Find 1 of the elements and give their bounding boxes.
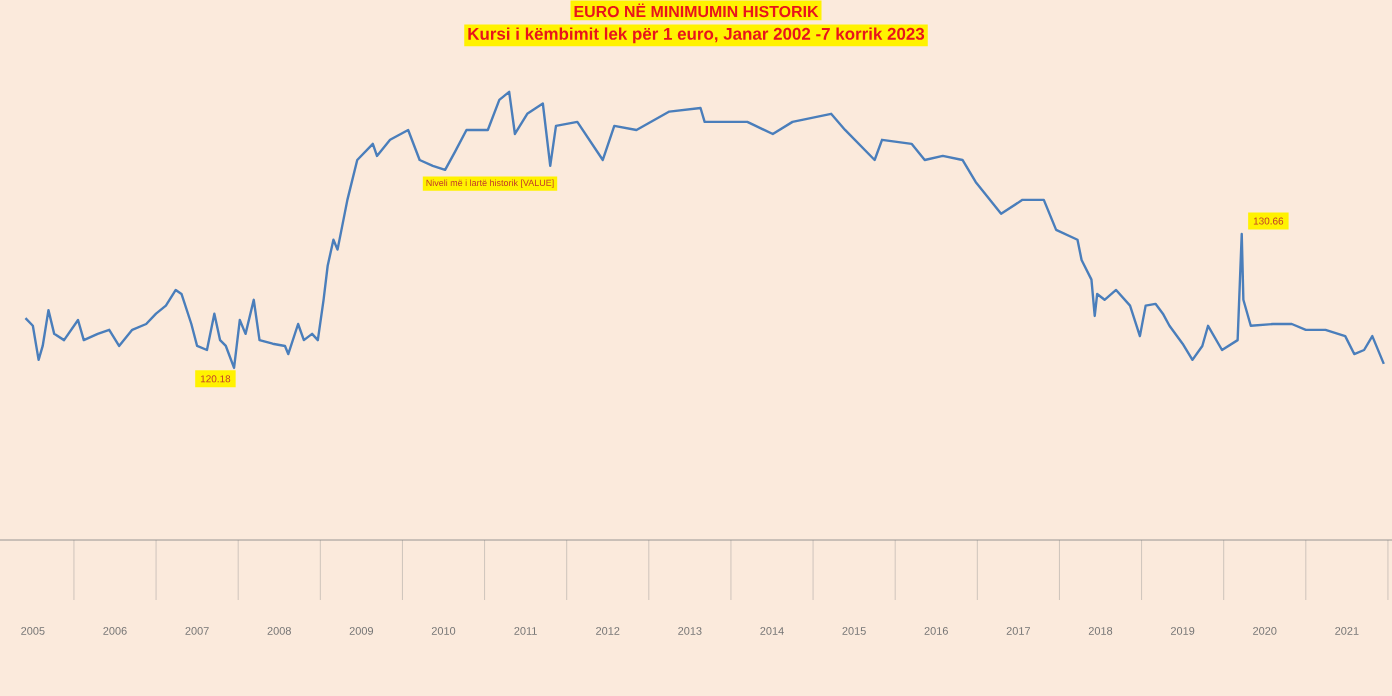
chart-subtitle: Kursi i këmbimit lek për 1 euro, Janar 2002 -7 korrik 2023 [468,27,925,44]
